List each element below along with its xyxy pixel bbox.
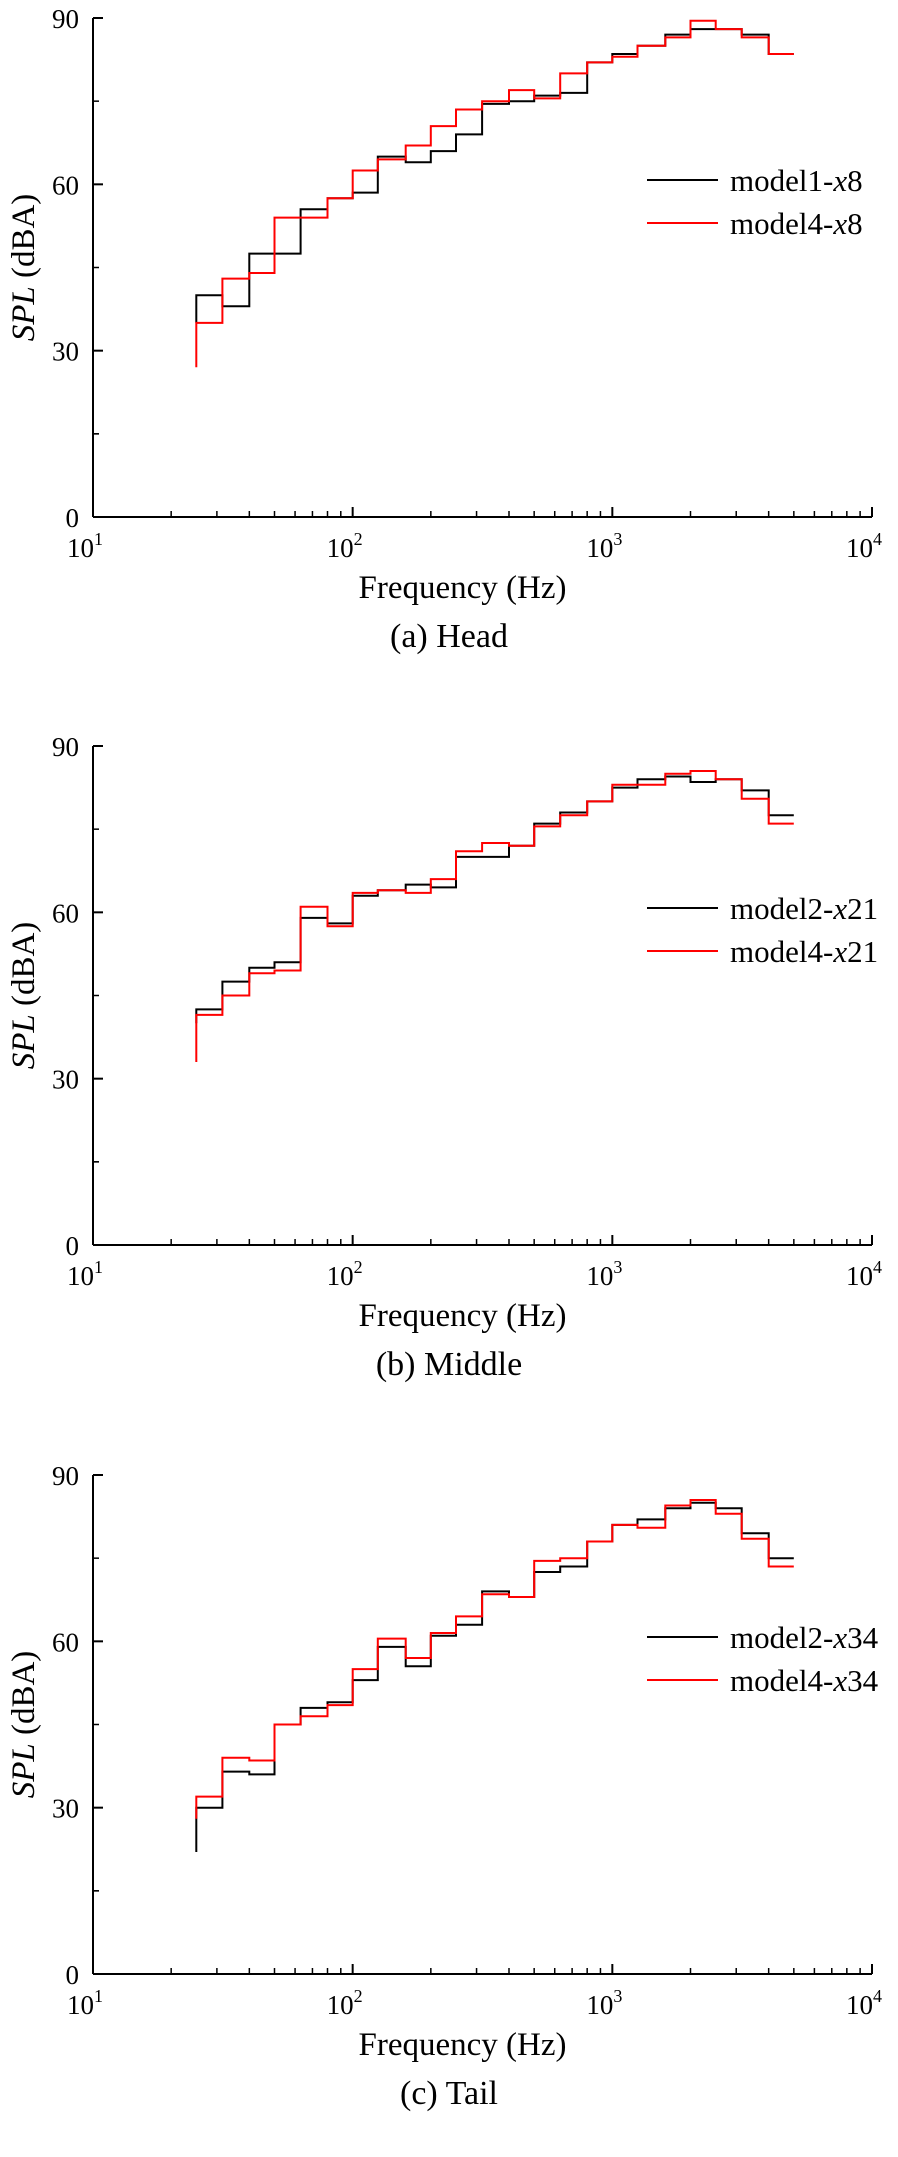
chart-panel-tail: 0 30 60 90 101 102 103 104 Frequency (Hz) SPL (dB… bbox=[0, 1457, 898, 2157]
y-tick-label: 30 bbox=[52, 1794, 79, 1824]
x-tick-label: 102 bbox=[327, 529, 363, 563]
chart-head: 0 30 60 90 101 102 103 104 Frequency (Hz) SPL (dB… bbox=[6, 4, 882, 606]
series-line-2 bbox=[195, 19, 794, 368]
x-tick-label: 102 bbox=[327, 1257, 363, 1291]
legend-label-2: model4-x21 bbox=[730, 934, 878, 969]
chart-panel-middle: 0 30 60 90 101 102 103 104 Frequency (Hz) SPL (dB… bbox=[0, 728, 898, 1428]
x-axis-label: Frequency (Hz) bbox=[359, 570, 567, 606]
series-line-1 bbox=[195, 28, 794, 323]
legend-label-1: model2-x34 bbox=[730, 1620, 879, 1655]
y-tick-label: 30 bbox=[52, 1065, 79, 1095]
series-line-1 bbox=[195, 1501, 794, 1852]
y-tick-label: 90 bbox=[52, 1461, 79, 1491]
x-tick-label: 103 bbox=[586, 529, 622, 563]
chart-tail: 0 30 60 90 101 102 103 104 Frequency (Hz) SPL (dB… bbox=[6, 1461, 882, 2063]
y-axis-label: SPL (dBA) bbox=[6, 922, 42, 1070]
x-tick-label: 104 bbox=[846, 1986, 882, 2020]
x-axis-label: Frequency (Hz) bbox=[359, 1298, 567, 1334]
y-tick-label: 0 bbox=[66, 1231, 80, 1261]
x-tick-label: 103 bbox=[586, 1986, 622, 2020]
legend-label-2: model4-x8 bbox=[730, 206, 863, 241]
y-tick-label: 60 bbox=[52, 898, 79, 928]
x-tick-label: 101 bbox=[67, 529, 103, 563]
y-axis-label: SPL (dBA) bbox=[6, 1651, 42, 1799]
y-tick-label: 0 bbox=[66, 1960, 80, 1990]
y-tick-label: 30 bbox=[52, 337, 79, 367]
x-tick-label: 104 bbox=[846, 1257, 882, 1291]
y-tick-label: 60 bbox=[52, 1627, 79, 1657]
series-line-2 bbox=[195, 770, 794, 1062]
y-axis-label: SPL (dBA) bbox=[6, 194, 42, 342]
x-axis-label: Frequency (Hz) bbox=[359, 2027, 567, 2063]
caption-head: (a) Head bbox=[390, 618, 508, 655]
caption-tail: (c) Tail bbox=[400, 2075, 498, 2112]
series-line-2 bbox=[195, 1499, 794, 1819]
legend-label-1: model1-x8 bbox=[730, 163, 863, 198]
chart-middle: 0 30 60 90 101 102 103 104 Frequency (Hz) SPL (dB… bbox=[6, 732, 882, 1334]
caption-middle: (b) Middle bbox=[375, 1346, 523, 1383]
y-tick-label: 90 bbox=[52, 4, 79, 34]
chart-panel-head: 0 30 60 90 101 102 103 104 Frequency (Hz) SPL (dB… bbox=[0, 0, 898, 700]
legend-label-1: model2-x21 bbox=[730, 891, 878, 926]
x-tick-label: 102 bbox=[327, 1986, 363, 2020]
series-line-1 bbox=[195, 775, 794, 1024]
y-tick-label: 60 bbox=[52, 170, 79, 200]
y-tick-label: 90 bbox=[52, 732, 79, 762]
x-tick-label: 101 bbox=[67, 1986, 103, 2020]
x-tick-label: 101 bbox=[67, 1257, 103, 1291]
legend-label-2: model4-x34 bbox=[730, 1663, 879, 1698]
y-tick-label: 0 bbox=[66, 503, 80, 533]
x-tick-label: 103 bbox=[586, 1257, 622, 1291]
x-tick-label: 104 bbox=[846, 529, 882, 563]
